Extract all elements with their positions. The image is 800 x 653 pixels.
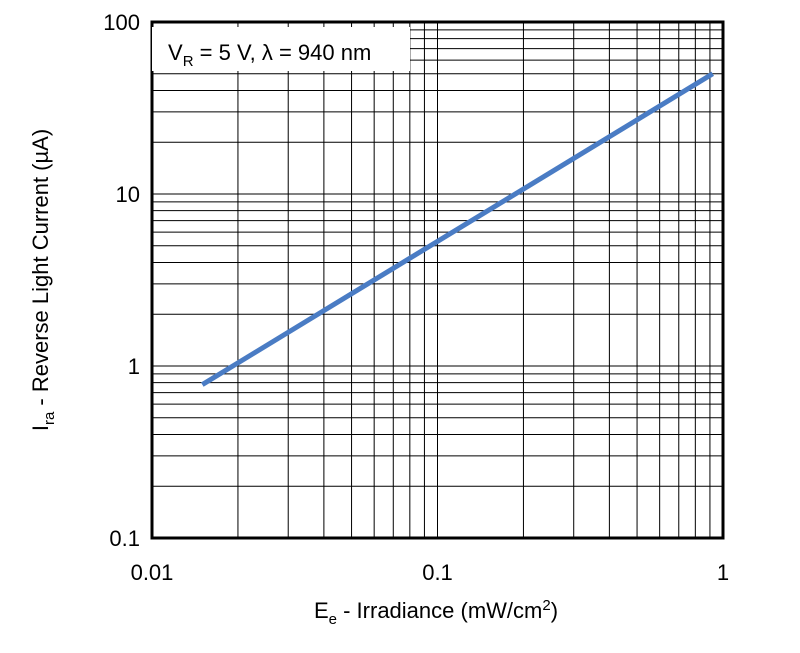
annotation-text: VR = 5 V, λ = 940 nm <box>168 40 371 70</box>
plot-frame <box>150 20 725 540</box>
series-line-0 <box>200 71 715 387</box>
x-tick-label: 0.1 <box>422 560 453 585</box>
x-tick-label: 0.01 <box>131 560 174 585</box>
annotation-box: VR = 5 V, λ = 940 nm <box>152 27 410 71</box>
y-tick-label: 1 <box>128 354 140 379</box>
series-layer <box>200 71 715 387</box>
y-axis-label: Ira - Reverse Light Current (µA) <box>28 129 58 431</box>
tick-labels: 0.01 0.1 1 0.1 1 10 100 <box>103 10 729 585</box>
x-tick-label: 1 <box>717 560 729 585</box>
x-axis-label: Ee - Irradiance (mW/cm2) <box>314 597 558 628</box>
y-tick-label: 10 <box>116 182 140 207</box>
y-tick-label: 0.1 <box>109 526 140 551</box>
grid <box>152 22 723 538</box>
y-tick-label: 100 <box>103 10 140 35</box>
